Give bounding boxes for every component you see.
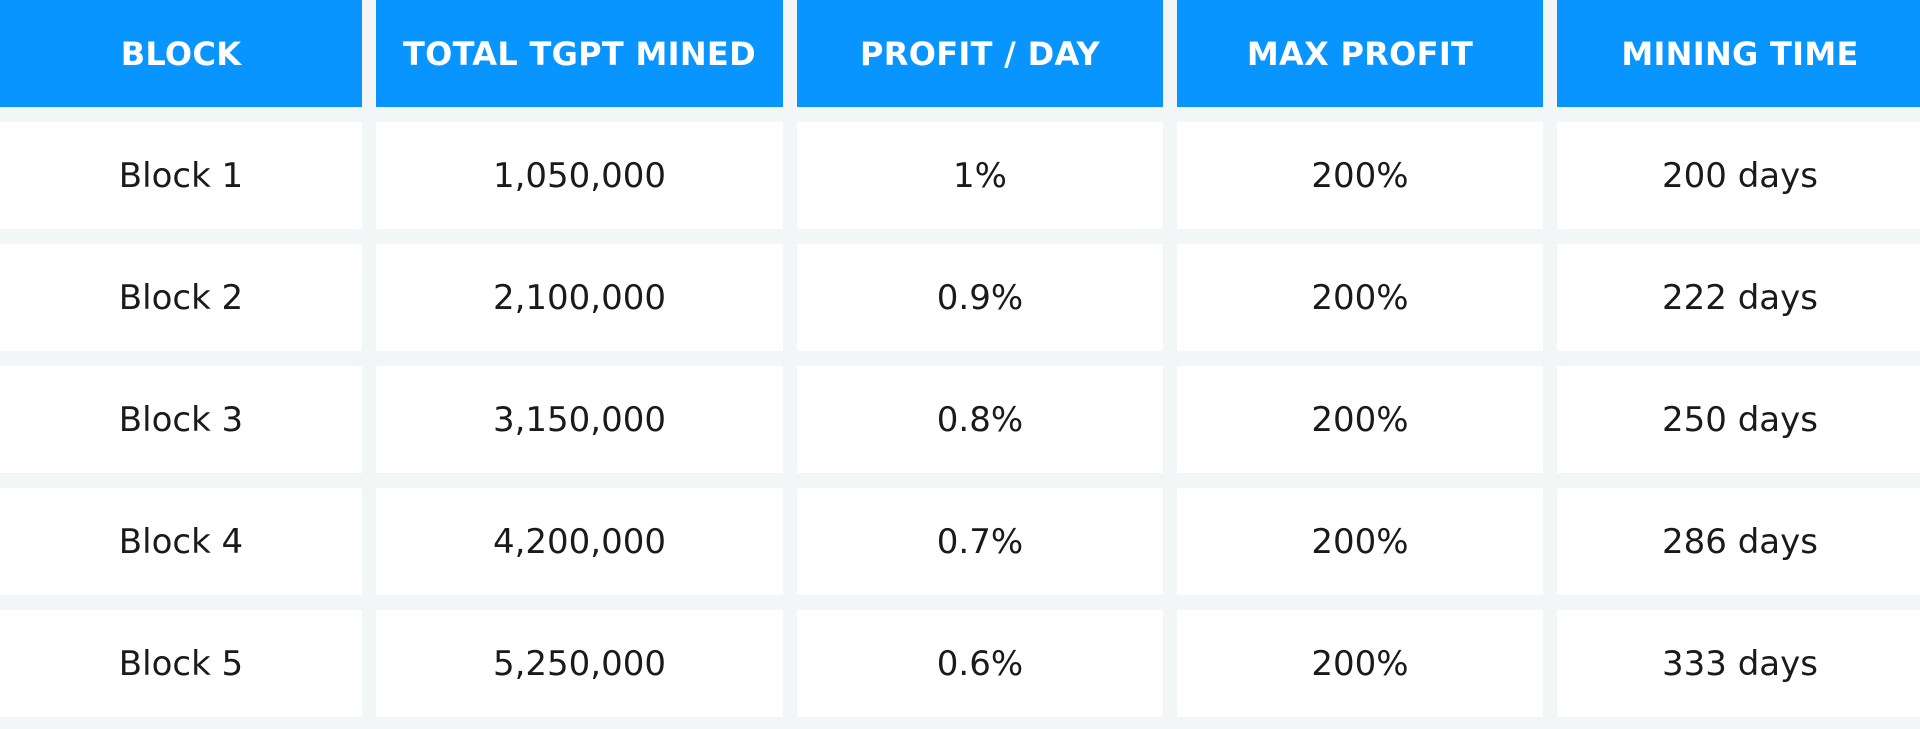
header-profit-per-day: PROFIT / DAY (797, 0, 1163, 107)
cell-mining-time: 250 days (1557, 366, 1920, 473)
cell-block: Block 2 (0, 244, 362, 351)
cell-block: Block 4 (0, 488, 362, 595)
cell-block: Block 1 (0, 122, 362, 229)
header-max-profit: MAX PROFIT (1177, 0, 1543, 107)
cell-profit-per-day: 0.8% (797, 366, 1163, 473)
header-total-tgpt-mined: TOTAL TGPT MINED (376, 0, 783, 107)
cell-profit-per-day: 1% (797, 122, 1163, 229)
cell-max-profit: 200% (1177, 610, 1543, 717)
cell-mining-time: 333 days (1557, 610, 1920, 717)
header-block: BLOCK (0, 0, 362, 107)
cell-total-mined: 2,100,000 (376, 244, 783, 351)
cell-profit-per-day: 0.6% (797, 610, 1163, 717)
cell-profit-per-day: 0.7% (797, 488, 1163, 595)
cell-max-profit: 200% (1177, 488, 1543, 595)
cell-mining-time: 286 days (1557, 488, 1920, 595)
cell-block: Block 5 (0, 610, 362, 717)
cell-mining-time: 200 days (1557, 122, 1920, 229)
cell-total-mined: 3,150,000 (376, 366, 783, 473)
header-mining-time: MINING TIME (1557, 0, 1920, 107)
cell-max-profit: 200% (1177, 366, 1543, 473)
cell-total-mined: 1,050,000 (376, 122, 783, 229)
cell-total-mined: 4,200,000 (376, 488, 783, 595)
cell-profit-per-day: 0.9% (797, 244, 1163, 351)
cell-mining-time: 222 days (1557, 244, 1920, 351)
cell-total-mined: 5,250,000 (376, 610, 783, 717)
cell-max-profit: 200% (1177, 244, 1543, 351)
cell-max-profit: 200% (1177, 122, 1543, 229)
cell-block: Block 3 (0, 366, 362, 473)
